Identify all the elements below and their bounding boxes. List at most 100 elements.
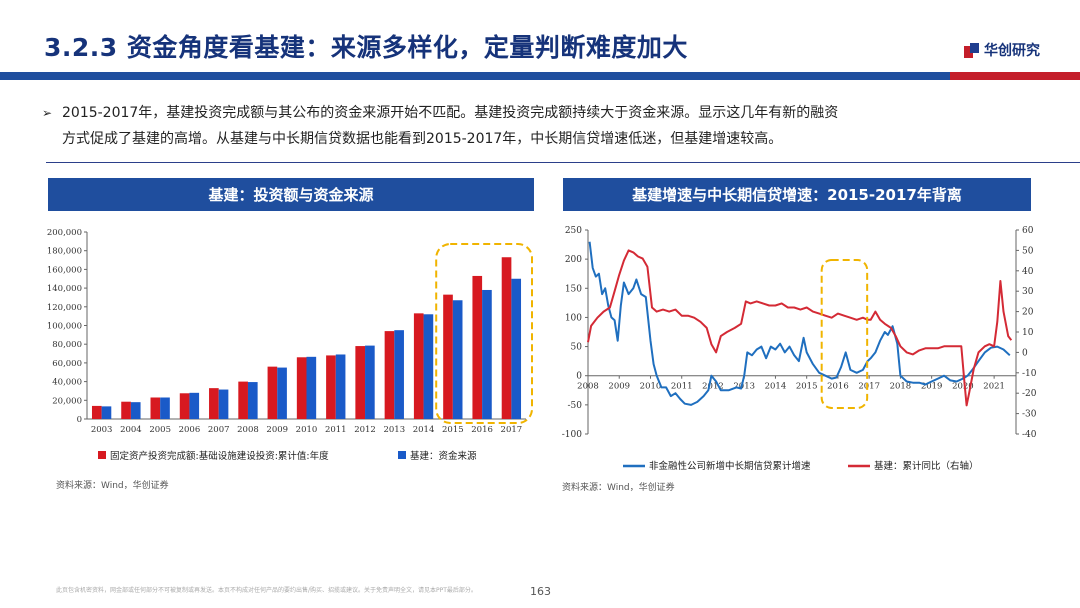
bullet-arrow-icon: ➢ xyxy=(42,106,53,120)
bar-investment xyxy=(238,381,248,419)
x-tick-label: 2016 xyxy=(827,382,849,392)
x-tick-label: 2015 xyxy=(442,425,464,435)
summary-bullet: ➢ 2015-2017年，基建投资完成额与其公布的资金来源开始不匹配。基建投资完… xyxy=(42,100,1002,152)
x-tick-label: 2005 xyxy=(149,425,171,435)
right-tick-label: -30 xyxy=(1022,410,1037,420)
left-tick-label: -50 xyxy=(568,401,583,411)
x-tick-label: 2007 xyxy=(208,425,230,435)
legend-label: 基建：累计同比（右轴） xyxy=(874,460,979,472)
growth-line-chart: -100-50050100150200250-40-30-20-10010203… xyxy=(562,226,1037,472)
bar-funding xyxy=(452,300,463,419)
x-tick-label: 2003 xyxy=(91,425,113,435)
page-number: 163 xyxy=(530,585,551,598)
x-tick-label: 2011 xyxy=(325,425,347,435)
bar-investment xyxy=(179,393,190,419)
right-tick-label: 40 xyxy=(1022,267,1034,277)
bar-funding xyxy=(365,345,375,419)
x-tick-label: 2016 xyxy=(471,425,493,435)
x-tick-label: 2020 xyxy=(952,382,974,392)
x-tick-label: 2021 xyxy=(983,382,1005,392)
section-divider xyxy=(46,162,1080,163)
bar-investment xyxy=(150,397,161,419)
bar-funding xyxy=(482,289,492,419)
bullet-line-1: 2015-2017年，基建投资完成额与其公布的资金来源开始不匹配。基建投资完成额… xyxy=(62,105,839,121)
bullet-line-2: 方式促成了基建的高增。从基建与中长期信贷数据也能看到2015-2017年，中长期… xyxy=(62,131,783,147)
bar-funding xyxy=(394,330,404,419)
y-tick-label: 160,000 xyxy=(47,265,82,275)
y-tick-label: 60,000 xyxy=(52,359,82,369)
bar-funding xyxy=(511,278,522,419)
x-tick-label: 2010 xyxy=(640,382,662,392)
title-rule xyxy=(0,72,1080,80)
x-tick-label: 2012 xyxy=(354,425,376,435)
credit-growth-line xyxy=(588,241,1011,406)
x-tick-label: 2012 xyxy=(702,382,724,392)
left-panel-header: 基建：投资额与资金来源 xyxy=(48,178,534,211)
y-tick-label: 80,000 xyxy=(52,340,82,350)
highlight-box-2015-2017 xyxy=(435,243,534,424)
x-tick-label: 2010 xyxy=(296,425,318,435)
x-tick-label: 2008 xyxy=(237,425,259,435)
x-tick-label: 2013 xyxy=(733,382,755,392)
right-tick-label: 30 xyxy=(1022,287,1034,297)
y-tick-label: 100,000 xyxy=(47,322,82,332)
bar-funding xyxy=(277,367,287,419)
y-tick-label: 180,000 xyxy=(47,247,82,257)
y-tick-label: 200,000 xyxy=(47,228,82,238)
infrastructure-growth-line xyxy=(587,249,1013,407)
slide-title: 3.2.3 资金角度看基建：来源多样化，定量判断难度加大 xyxy=(44,33,688,62)
bar-funding xyxy=(335,354,346,419)
legend-label: 固定资产投资完成额:基础设施建设投资:累计值:年度 xyxy=(110,450,329,462)
left-tick-label: -100 xyxy=(562,430,582,440)
bar-funding xyxy=(160,397,170,419)
x-tick-label: 2018 xyxy=(890,382,912,392)
bar-investment xyxy=(355,346,366,419)
left-tick-label: 150 xyxy=(565,284,582,294)
x-tick-label: 2014 xyxy=(413,425,435,435)
left-tick-label: 200 xyxy=(565,255,582,265)
x-tick-label: 2009 xyxy=(608,382,630,392)
bar-funding xyxy=(130,402,141,419)
x-tick-label: 2011 xyxy=(671,382,693,392)
logo-text: 华创研究 xyxy=(984,43,1040,59)
bar-investment xyxy=(209,388,219,419)
left-tick-label: 0 xyxy=(576,372,582,382)
x-tick-label: 2015 xyxy=(796,382,818,392)
investment-bar-chart: 0 20,000 40,000 60,000 80,000 100,000 120,000 1… xyxy=(47,228,534,462)
bar-investment xyxy=(472,275,483,419)
right-tick-label: 10 xyxy=(1022,328,1034,338)
bar-funding xyxy=(247,382,258,419)
legend-swatch xyxy=(398,451,406,459)
bar-funding xyxy=(101,406,112,419)
y-tick-label: 140,000 xyxy=(47,284,82,294)
x-tick-label: 2017 xyxy=(501,425,523,435)
bar-investment xyxy=(443,294,453,419)
bar-investment xyxy=(384,331,395,419)
legend-swatch xyxy=(98,451,106,459)
right-tick-label: 20 xyxy=(1022,308,1034,318)
y-tick-label: 20,000 xyxy=(52,396,82,406)
x-tick-label: 2006 xyxy=(179,425,201,435)
left-tick-label: 250 xyxy=(565,226,582,236)
right-source-note: 资料来源：Wind，华创证券 xyxy=(562,483,675,493)
right-tick-label: -20 xyxy=(1022,389,1037,399)
left-source-note: 资料来源：Wind，华创证券 xyxy=(56,481,169,491)
left-tick-label: 50 xyxy=(571,343,583,353)
x-tick-label: 2008 xyxy=(577,382,599,392)
bar-funding xyxy=(218,389,229,419)
disclaimer: 此页包含机密资料，网金部或任何部分不可被复制或再发送。本页不构成对任何产品的要约… xyxy=(56,587,477,594)
bar-investment xyxy=(501,257,512,419)
bar-investment xyxy=(91,405,102,419)
highlight-box-2015-2017 xyxy=(820,259,869,409)
legend-label: 非金融性公司新增中长期信贷累计增速 xyxy=(649,460,811,472)
bar-investment xyxy=(267,366,278,419)
right-tick-label: 50 xyxy=(1022,246,1034,256)
y-tick-label: 0 xyxy=(77,415,82,425)
left-tick-label: 100 xyxy=(565,313,582,323)
right-panel-header: 基建增速与中长期信贷增速：2015-2017年背离 xyxy=(563,178,1031,211)
x-tick-label: 2004 xyxy=(120,425,142,435)
right-tick-label: -10 xyxy=(1022,369,1037,379)
bar-investment xyxy=(121,401,131,419)
y-tick-label: 40,000 xyxy=(52,378,82,388)
bar-investment xyxy=(326,355,336,419)
